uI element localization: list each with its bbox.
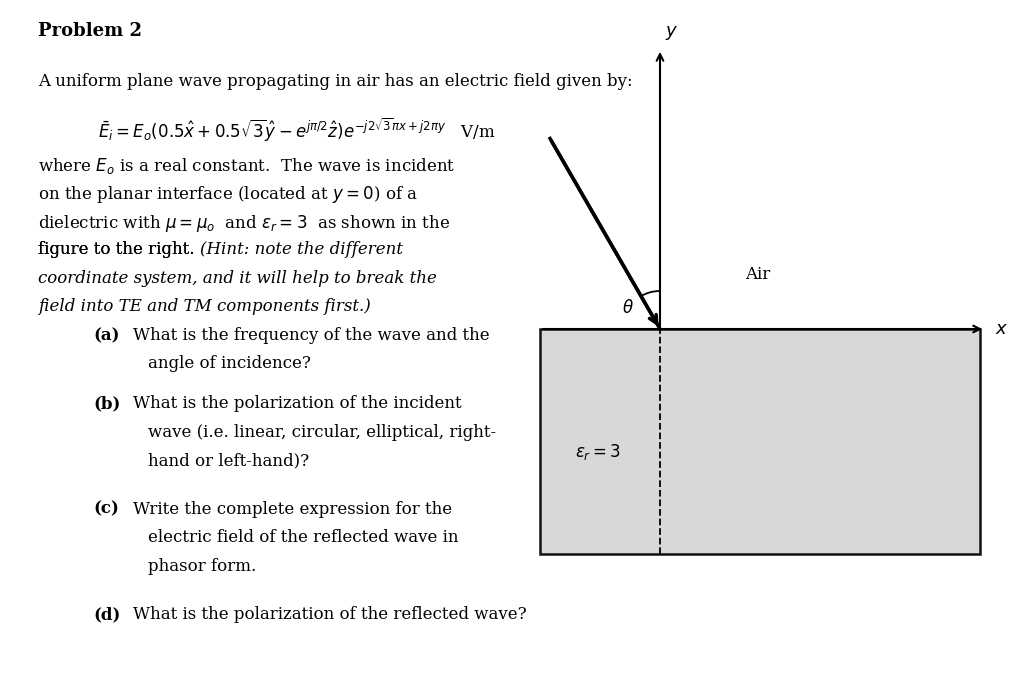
Text: phasor form.: phasor form. [148,557,256,575]
Text: Write the complete expression for the: Write the complete expression for the [133,501,453,518]
Text: angle of incidence?: angle of incidence? [148,356,311,373]
Text: figure to the right.: figure to the right. [38,241,195,259]
Text: hand or left-hand)?: hand or left-hand)? [148,452,309,469]
Text: What is the polarization of the incident: What is the polarization of the incident [133,395,462,412]
Text: (b): (b) [93,395,121,412]
Text: $x$: $x$ [995,320,1009,338]
Text: What is the polarization of the reflected wave?: What is the polarization of the reflecte… [133,606,526,623]
Text: coordinate system, and it will help to break the: coordinate system, and it will help to b… [38,270,437,287]
Text: (a): (a) [93,327,120,344]
Text: Air: Air [745,265,770,282]
Text: on the planar interface (located at $y = 0$) of a: on the planar interface (located at $y =… [38,185,418,205]
Text: dielectric with $\mu = \mu_o$  and $\varepsilon_r = 3$  as shown in the: dielectric with $\mu = \mu_o$ and $\vare… [38,213,450,234]
Text: $y$: $y$ [665,24,678,42]
Text: (d): (d) [93,606,121,623]
Text: figure to the right.  ​: figure to the right. ​ [38,241,205,259]
Text: (c): (c) [93,501,119,518]
Text: $\theta$: $\theta$ [622,299,634,317]
Text: (Hint: note the different: (Hint: note the different [200,241,403,259]
Text: electric field of the reflected wave in: electric field of the reflected wave in [148,529,459,547]
Text: $\varepsilon_r = 3$: $\varepsilon_r = 3$ [575,441,621,462]
Text: wave (i.e. linear, circular, elliptical, right-: wave (i.e. linear, circular, elliptical,… [148,424,496,441]
Text: What is the frequency of the wave and the: What is the frequency of the wave and th… [133,327,489,344]
Text: field into TE and TM components first.): field into TE and TM components first.) [38,298,371,315]
Text: A uniform plane wave propagating in air has an electric field given by:: A uniform plane wave propagating in air … [38,73,633,90]
Text: $\bar{E}_i = E_o(0.5\hat{x}+0.5\sqrt{3}\hat{y}-e^{j\pi/2}\hat{z})e^{-j2\sqrt{3}\: $\bar{E}_i = E_o(0.5\hat{x}+0.5\sqrt{3}\… [98,116,496,144]
Text: Problem 2: Problem 2 [38,22,142,40]
Text: where $E_o$ is a real constant.  The wave is incident: where $E_o$ is a real constant. The wave… [38,156,456,176]
Bar [540,329,980,554]
